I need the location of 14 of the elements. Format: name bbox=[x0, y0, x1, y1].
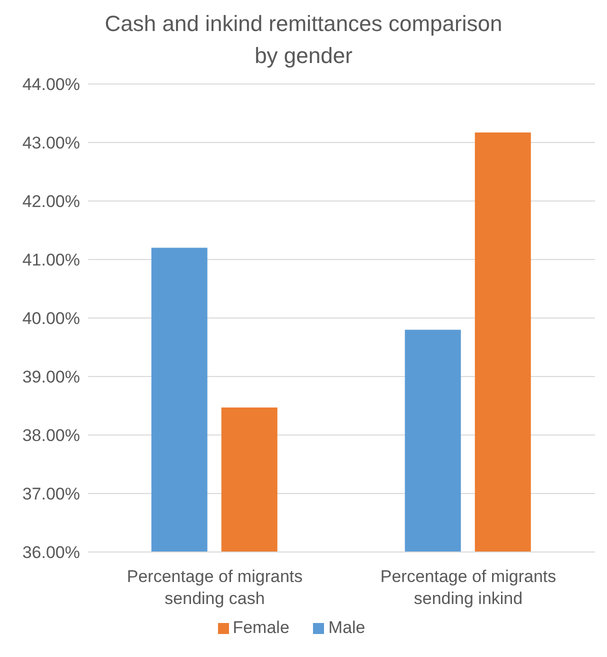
y-tick-label: 39.00% bbox=[22, 368, 80, 387]
x-tick-label: Percentage of migrants sending cash bbox=[126, 567, 303, 608]
legend-label: Male bbox=[328, 618, 366, 637]
y-tick-label: 40.00% bbox=[22, 309, 80, 328]
y-tick-label: 43.00% bbox=[22, 134, 80, 153]
y-tick-label: 44.00% bbox=[22, 75, 80, 94]
y-tick-label: 38.00% bbox=[22, 426, 80, 446]
y-tick-label: 37.00% bbox=[22, 484, 80, 504]
y-tick-label: 42.00% bbox=[22, 192, 80, 212]
y-tick-label: 41.00% bbox=[22, 250, 80, 270]
chart-title: Cash and inkind remittances comparison by gender bbox=[104, 10, 504, 70]
x-tick-label: Percentage of migrants sending inkind bbox=[380, 567, 556, 608]
y-tick-label: 36.00% bbox=[22, 543, 80, 562]
legend-label: Female bbox=[232, 618, 290, 637]
